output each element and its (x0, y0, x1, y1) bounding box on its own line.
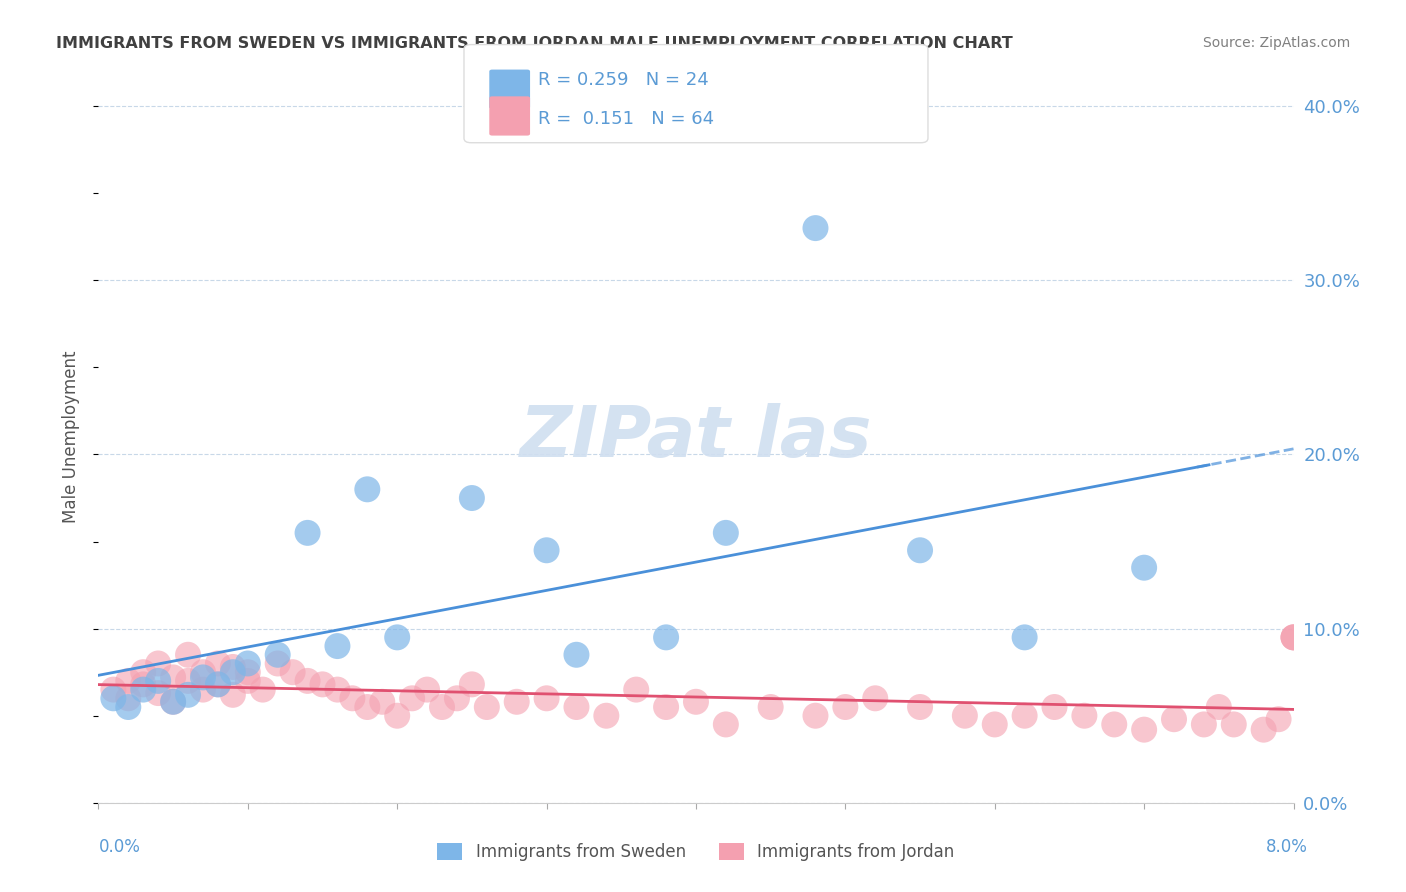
Point (385, 631, 409, 645)
Point (1192, 717, 1215, 731)
Point (177, 648, 200, 662)
Point (148, 657, 170, 671)
Text: IMMIGRANTS FROM SWEDEN VS IMMIGRANTS FROM JORDAN MALE UNEMPLOYMENT CORRELATION C: IMMIGRANTS FROM SWEDEN VS IMMIGRANTS FRO… (56, 36, 1012, 51)
Point (177, 673, 200, 688)
Point (177, 688, 200, 702)
Point (132, 682, 155, 697)
Point (162, 695, 184, 709)
Point (148, 673, 170, 688)
Point (759, 700, 782, 714)
Point (267, 648, 290, 662)
Y-axis label: Male Unemployment: Male Unemployment (62, 351, 80, 524)
Point (1102, 717, 1125, 731)
Point (117, 673, 139, 688)
Point (804, 708, 827, 723)
Point (1222, 717, 1246, 731)
Point (536, 691, 558, 706)
Point (624, 682, 647, 697)
Point (1043, 700, 1066, 714)
Point (714, 525, 737, 540)
Point (236, 673, 259, 688)
Point (385, 708, 409, 723)
Text: ZIPat las: ZIPat las (520, 402, 872, 472)
Point (1014, 631, 1036, 645)
Point (908, 700, 931, 714)
Point (356, 483, 378, 497)
Point (685, 695, 707, 709)
Point (162, 695, 184, 709)
Point (1073, 708, 1095, 723)
Point (191, 682, 214, 697)
Point (132, 677, 155, 691)
Point (1208, 700, 1230, 714)
Point (655, 700, 678, 714)
Point (311, 677, 333, 691)
Point (446, 691, 468, 706)
Point (236, 665, 259, 680)
Point (834, 700, 856, 714)
Point (908, 543, 931, 558)
Point (536, 543, 558, 558)
Text: R =  0.151   N = 64: R = 0.151 N = 64 (538, 110, 714, 128)
Point (281, 665, 304, 680)
Legend: Immigrants from Sweden, Immigrants from Jordan: Immigrants from Sweden, Immigrants from … (430, 836, 962, 868)
Point (1133, 560, 1156, 574)
Point (804, 221, 827, 235)
Point (1282, 631, 1305, 645)
Point (117, 691, 139, 706)
Text: R = 0.259   N = 24: R = 0.259 N = 24 (538, 71, 709, 89)
Point (1267, 712, 1289, 726)
Point (565, 648, 588, 662)
Point (1163, 712, 1185, 726)
Text: Source: ZipAtlas.com: Source: ZipAtlas.com (1202, 36, 1350, 50)
Point (371, 695, 394, 709)
Point (1282, 631, 1305, 645)
Point (207, 677, 229, 691)
Point (342, 691, 364, 706)
Point (297, 673, 319, 688)
Point (506, 695, 529, 709)
Point (207, 657, 229, 671)
Text: 0.0%: 0.0% (98, 838, 141, 856)
Point (236, 657, 259, 671)
Point (475, 700, 498, 714)
Point (461, 491, 484, 505)
Point (132, 665, 155, 680)
Point (191, 665, 214, 680)
Text: 8.0%: 8.0% (1265, 838, 1308, 856)
Point (461, 677, 484, 691)
Point (983, 717, 1005, 731)
Point (222, 688, 245, 702)
Point (565, 700, 588, 714)
Point (356, 700, 378, 714)
Point (655, 631, 678, 645)
Point (326, 682, 349, 697)
Point (162, 670, 184, 684)
Point (222, 665, 245, 680)
Point (297, 525, 319, 540)
Point (416, 682, 439, 697)
Point (252, 682, 274, 697)
Point (1253, 723, 1275, 737)
Point (191, 670, 214, 684)
Point (595, 708, 617, 723)
Point (1133, 723, 1156, 737)
Point (148, 686, 170, 700)
Point (1282, 631, 1305, 645)
Point (430, 700, 453, 714)
Point (103, 691, 125, 706)
Point (1014, 708, 1036, 723)
Point (103, 682, 125, 697)
Point (117, 700, 139, 714)
Point (326, 639, 349, 653)
Point (207, 677, 229, 691)
Point (267, 657, 290, 671)
Point (714, 717, 737, 731)
Point (953, 708, 976, 723)
Point (222, 660, 245, 674)
Point (863, 691, 886, 706)
Point (401, 691, 423, 706)
